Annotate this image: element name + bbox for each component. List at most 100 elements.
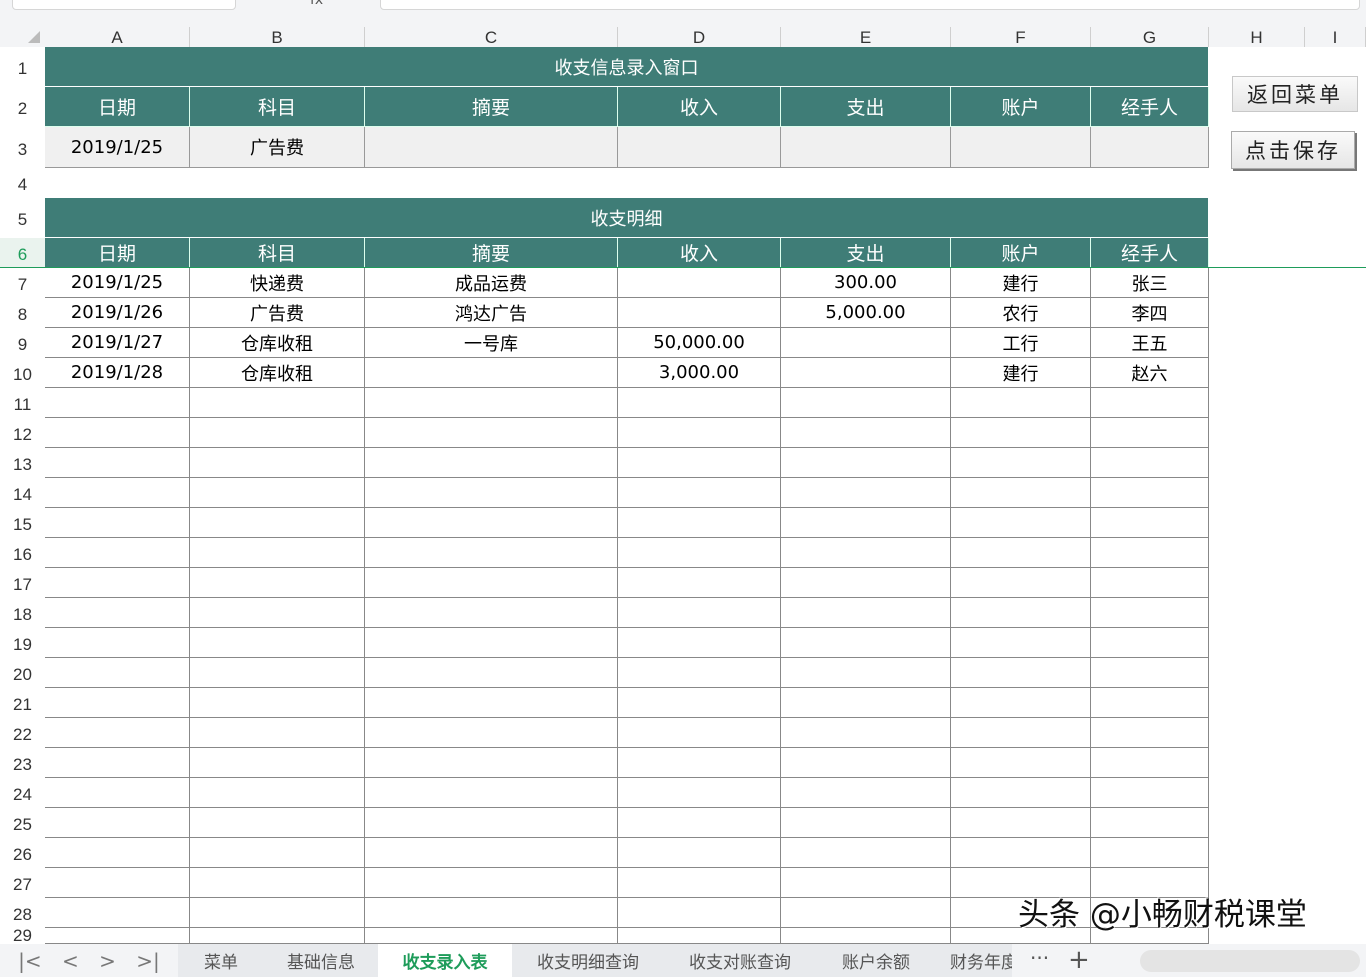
- detail-cell[interactable]: 5,000.00: [781, 298, 951, 328]
- first-sheet-icon[interactable]: |<: [18, 948, 42, 973]
- detail-cell[interactable]: 2019/1/25: [45, 268, 190, 298]
- row-header-13[interactable]: 13: [0, 448, 45, 478]
- formula-input[interactable]: [380, 0, 1360, 10]
- detail-cell[interactable]: [781, 718, 951, 748]
- detail-cell[interactable]: [45, 658, 190, 688]
- detail-cell[interactable]: [781, 328, 951, 358]
- detail-cell[interactable]: [781, 538, 951, 568]
- detail-cell[interactable]: 工行: [951, 328, 1091, 358]
- row-header-15[interactable]: 15: [0, 508, 45, 538]
- detail-cell[interactable]: [365, 718, 618, 748]
- row-header-27[interactable]: 27: [0, 868, 45, 898]
- detail-cell[interactable]: [1091, 868, 1209, 898]
- detail-cell[interactable]: [781, 568, 951, 598]
- detail-cell[interactable]: [951, 388, 1091, 418]
- row-header-20[interactable]: 20: [0, 658, 45, 688]
- detail-cell[interactable]: [618, 268, 781, 298]
- more-sheets-icon[interactable]: ···: [1030, 946, 1050, 970]
- detail-cell[interactable]: [781, 478, 951, 508]
- detail-cell[interactable]: [365, 628, 618, 658]
- detail-cell[interactable]: [618, 568, 781, 598]
- row-header-10[interactable]: 10: [0, 358, 45, 388]
- detail-cell[interactable]: [951, 868, 1091, 898]
- detail-cell[interactable]: [45, 388, 190, 418]
- detail-cell[interactable]: [45, 598, 190, 628]
- row-header-6[interactable]: 6: [0, 238, 45, 268]
- detail-cell[interactable]: 300.00: [781, 268, 951, 298]
- detail-cell[interactable]: [618, 448, 781, 478]
- detail-cell[interactable]: [781, 388, 951, 418]
- detail-cell[interactable]: [190, 778, 365, 808]
- row-header-1[interactable]: 1: [0, 47, 45, 87]
- detail-cell[interactable]: 仓库收租: [190, 358, 365, 388]
- select-all-corner[interactable]: [0, 27, 45, 47]
- detail-cell[interactable]: [190, 418, 365, 448]
- detail-cell[interactable]: [365, 538, 618, 568]
- column-header-C[interactable]: C: [365, 27, 618, 47]
- detail-cell[interactable]: [190, 478, 365, 508]
- detail-cell[interactable]: [190, 838, 365, 868]
- column-header-A[interactable]: A: [45, 27, 190, 47]
- detail-cell[interactable]: 建行: [951, 268, 1091, 298]
- detail-cell[interactable]: [1091, 748, 1209, 778]
- row-header-21[interactable]: 21: [0, 688, 45, 718]
- detail-cell[interactable]: [618, 928, 781, 944]
- detail-cell[interactable]: [45, 568, 190, 598]
- row-header-23[interactable]: 23: [0, 748, 45, 778]
- detail-cell[interactable]: [618, 748, 781, 778]
- back-to-menu-button[interactable]: 返回菜单: [1232, 76, 1358, 112]
- detail-cell[interactable]: [190, 388, 365, 418]
- detail-cell[interactable]: [45, 748, 190, 778]
- detail-cell[interactable]: [365, 868, 618, 898]
- detail-cell[interactable]: [618, 838, 781, 868]
- detail-cell[interactable]: [45, 778, 190, 808]
- save-button[interactable]: 点击保存: [1231, 131, 1355, 169]
- detail-cell[interactable]: 王五: [1091, 328, 1209, 358]
- entry-input-4[interactable]: [781, 127, 951, 168]
- detail-cell[interactable]: 李四: [1091, 298, 1209, 328]
- detail-cell[interactable]: [365, 748, 618, 778]
- detail-cell[interactable]: [951, 598, 1091, 628]
- detail-cell[interactable]: [1091, 448, 1209, 478]
- detail-cell[interactable]: [190, 598, 365, 628]
- row-header-4[interactable]: 4: [0, 168, 45, 198]
- detail-cell[interactable]: 广告费: [190, 298, 365, 328]
- detail-cell[interactable]: [190, 448, 365, 478]
- detail-cell[interactable]: [1091, 568, 1209, 598]
- row-header-8[interactable]: 8: [0, 298, 45, 328]
- row-header-24[interactable]: 24: [0, 778, 45, 808]
- detail-cell[interactable]: [1091, 838, 1209, 868]
- row-header-12[interactable]: 12: [0, 418, 45, 448]
- detail-cell[interactable]: [781, 358, 951, 388]
- detail-cell[interactable]: [1091, 478, 1209, 508]
- detail-cell[interactable]: [781, 448, 951, 478]
- detail-cell[interactable]: [618, 898, 781, 928]
- row-header-5[interactable]: 5: [0, 198, 45, 238]
- row-header-22[interactable]: 22: [0, 718, 45, 748]
- detail-cell[interactable]: [1091, 418, 1209, 448]
- horizontal-scrollbar[interactable]: [1140, 950, 1360, 972]
- detail-cell[interactable]: [618, 778, 781, 808]
- row-header-11[interactable]: 11: [0, 388, 45, 418]
- detail-cell[interactable]: [1091, 688, 1209, 718]
- row-header-14[interactable]: 14: [0, 478, 45, 508]
- detail-cell[interactable]: [1091, 508, 1209, 538]
- detail-cell[interactable]: [618, 868, 781, 898]
- detail-cell[interactable]: [45, 508, 190, 538]
- detail-cell[interactable]: [951, 418, 1091, 448]
- detail-cell[interactable]: [190, 868, 365, 898]
- detail-cell[interactable]: [618, 718, 781, 748]
- row-header-28[interactable]: 28: [0, 898, 45, 928]
- row-header-19[interactable]: 19: [0, 628, 45, 658]
- detail-cell[interactable]: [365, 838, 618, 868]
- detail-cell[interactable]: [618, 658, 781, 688]
- detail-cell[interactable]: [190, 898, 365, 928]
- detail-cell[interactable]: [781, 868, 951, 898]
- column-header-G[interactable]: G: [1091, 27, 1209, 47]
- sheet-tab-2[interactable]: 收支录入表: [378, 944, 512, 977]
- detail-cell[interactable]: 2019/1/27: [45, 328, 190, 358]
- sheet-tab-1[interactable]: 基础信息: [287, 953, 355, 973]
- sheet-tab-5[interactable]: 账户余额: [842, 953, 910, 973]
- detail-cell[interactable]: [951, 478, 1091, 508]
- detail-cell[interactable]: [1091, 538, 1209, 568]
